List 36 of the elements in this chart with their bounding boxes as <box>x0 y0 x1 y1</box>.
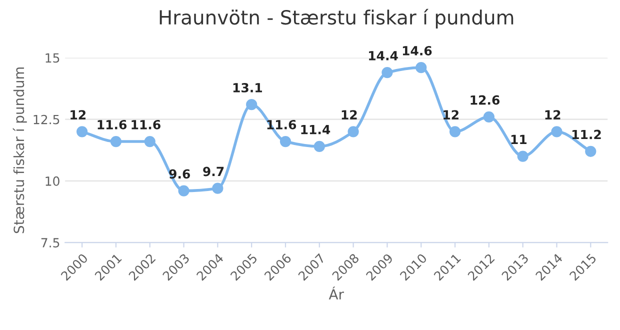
y-tick-label: 15 <box>46 53 60 63</box>
point <box>178 185 190 196</box>
data-label: 14.6 <box>402 46 432 56</box>
point <box>449 126 461 138</box>
data-label: 12 <box>70 110 86 120</box>
point <box>551 126 562 138</box>
data-label: 14.4 <box>369 51 398 60</box>
point <box>144 136 156 148</box>
data-label: 11.2 <box>572 130 601 140</box>
data-label: 11.6 <box>132 120 160 130</box>
data-label: 12 <box>342 110 357 120</box>
data-label: 13.1 <box>233 82 262 92</box>
data-label: 11.6 <box>98 120 127 130</box>
y-tick-label: 10 <box>46 176 60 186</box>
point <box>246 99 258 110</box>
point <box>348 126 359 138</box>
data-label: 9.7 <box>203 166 224 176</box>
point <box>517 150 528 162</box>
point <box>585 146 596 157</box>
point <box>483 111 494 122</box>
y-tick-label: 7.5 <box>41 238 60 248</box>
point <box>382 66 393 78</box>
point <box>280 136 292 148</box>
y-axis-title: Stærstu fiskar í pundum <box>12 67 27 234</box>
data-label: 12 <box>545 110 560 120</box>
y-tick-label: 12.5 <box>34 114 60 124</box>
data-label: 11 <box>511 134 527 144</box>
x-axis-title: Ár <box>328 286 344 300</box>
point <box>416 62 427 74</box>
point <box>212 182 224 194</box>
point <box>76 126 88 138</box>
data-label: 12.6 <box>470 95 500 105</box>
data-label: 11.4 <box>301 125 330 134</box>
chart-title: Hraunvötn - Stærstu fiskar í pundum <box>160 8 514 28</box>
point <box>314 140 325 152</box>
point <box>110 136 122 148</box>
